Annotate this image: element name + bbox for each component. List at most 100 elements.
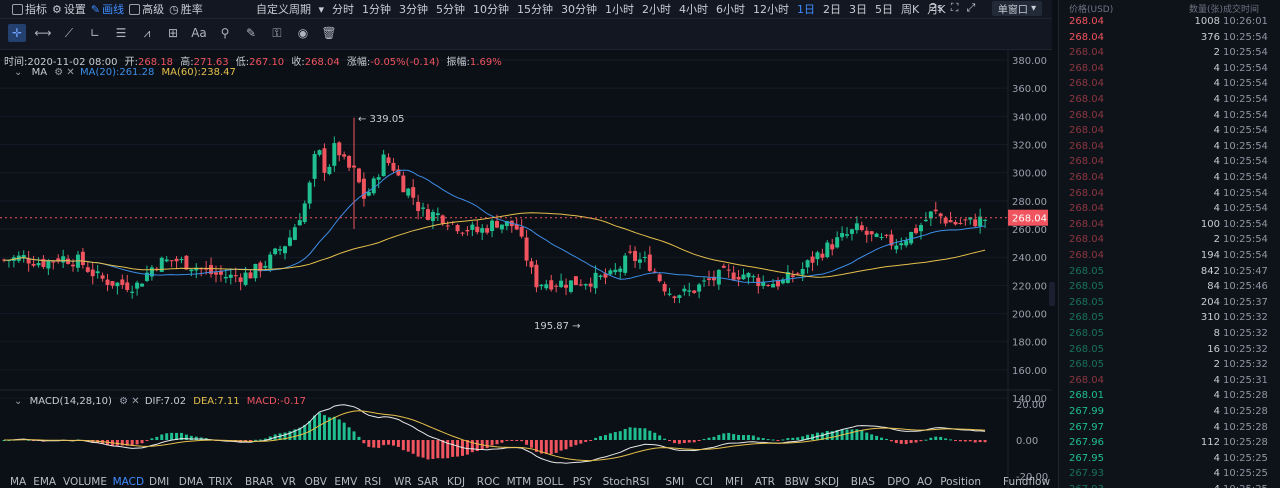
custom-period-dropdown[interactable]: 自定义周期 ▾ (256, 3, 325, 16)
trade-time: 10:25:31 (1223, 374, 1268, 386)
period-3[interactable]: 5分钟 (436, 3, 466, 16)
indicator-tab[interactable]: MACD (113, 476, 144, 488)
indicator-tab[interactable]: RSI (364, 476, 381, 488)
fib-tool-icon[interactable]: ☰ (115, 26, 127, 40)
trade-qty: 4 (1213, 390, 1220, 402)
period-4[interactable]: 10分钟 (473, 3, 510, 16)
toolbar-advanced[interactable]: 高级 (129, 1, 164, 17)
macd-bar (717, 434, 721, 440)
indicator-tab[interactable]: BBW (785, 476, 810, 488)
toolbar-winrate[interactable]: ◷ 胜率 (169, 2, 203, 17)
low-value: 267.10 (249, 57, 285, 68)
angle-tool-icon[interactable]: ∟ (89, 26, 101, 40)
expand-icon[interactable]: ⤢ (966, 1, 976, 14)
candle-body (849, 229, 854, 234)
collapse-icon[interactable]: ⌄ (14, 396, 23, 407)
period-10[interactable]: 6小时 (716, 3, 746, 16)
toolbar-draw[interactable]: ✎ 画线 (90, 2, 125, 17)
period-1[interactable]: 1分钟 (362, 3, 392, 16)
indicator-tab[interactable]: MFI (725, 476, 743, 488)
wave-tool-icon[interactable]: ⩘ (143, 25, 151, 40)
macd-bar (470, 440, 474, 453)
toolbar-settings[interactable]: ⚙ 设置 (52, 2, 86, 17)
indicator-tab[interactable]: SAR (417, 476, 438, 488)
trade-price: 268.04 (1069, 94, 1104, 105)
candle-body (761, 281, 766, 286)
period-11[interactable]: 12小时 (753, 3, 790, 16)
indicator-tab[interactable]: DMI (149, 476, 169, 488)
indicator-tab[interactable]: OBV (305, 476, 328, 488)
indicator-tab[interactable]: Fundflow (1003, 476, 1050, 488)
trade-time: 10:25:28 (1223, 390, 1268, 402)
period-0[interactable]: 分时 (332, 3, 355, 16)
period-17[interactable]: 月K (927, 3, 946, 16)
indicator-tab[interactable]: EMA (33, 476, 57, 488)
indicator-tab[interactable]: AO (917, 476, 932, 488)
close-icon[interactable]: ✕ (131, 396, 140, 407)
indicator-tab[interactable]: ATR (755, 476, 775, 488)
period-15[interactable]: 5日 (875, 3, 894, 16)
period-16[interactable]: 周K (901, 3, 920, 16)
measure-tool-icon[interactable]: ⊞ (167, 26, 179, 40)
indicator-tab[interactable]: VOLUME (63, 476, 107, 488)
indicator-tab[interactable]: MTM (507, 476, 532, 488)
indicator-tab[interactable]: MA (10, 476, 27, 488)
indicator-tab[interactable]: EMV (334, 476, 358, 488)
macd-bar (672, 440, 676, 444)
period-12[interactable]: 1日 (797, 3, 816, 16)
indicator-tab[interactable]: SKDJ (814, 476, 839, 488)
indicator-tab[interactable]: KDJ (447, 476, 465, 488)
indicator-tab[interactable]: DPO (887, 476, 910, 488)
magnet-icon[interactable]: ⚲ (220, 26, 230, 40)
hline-tool-icon[interactable]: ⟷ (34, 26, 52, 40)
collapse-icon[interactable]: ⌄ (14, 67, 23, 78)
window-mode-dropdown[interactable]: 单窗口 ▾ (992, 1, 1042, 16)
pencil-icon[interactable]: ✎ (245, 26, 257, 40)
indicator-tab[interactable]: StochRSI (603, 476, 650, 488)
period-8[interactable]: 2小时 (642, 3, 672, 16)
indicator-tab[interactable]: WR (394, 476, 412, 488)
candle-body (603, 273, 608, 278)
eye-icon[interactable]: ◉ (297, 26, 309, 40)
period-6[interactable]: 30分钟 (561, 3, 598, 16)
macd-bar (648, 430, 652, 440)
trade-row: 268.04 376 10:25:54 (1059, 31, 1280, 47)
indicator-tab[interactable]: CCI (695, 476, 713, 488)
lock-icon[interactable]: ⚿ (272, 25, 282, 40)
period-14[interactable]: 3日 (849, 3, 868, 16)
period-5[interactable]: 15分钟 (517, 3, 554, 16)
refresh-interval[interactable]: 2s (930, 1, 943, 14)
trade-qty: 376 (1200, 31, 1220, 43)
trade-row: 268.05 8 10:25:32 (1059, 327, 1280, 343)
indicator-tab[interactable]: Position (940, 476, 981, 488)
settings-icon[interactable]: ⚙ (54, 67, 64, 78)
toolbar-indicator[interactable]: 指标 (12, 1, 47, 17)
period-9[interactable]: 4小时 (679, 3, 709, 16)
candle-body (697, 284, 702, 292)
panel-resize-handle[interactable] (1049, 282, 1055, 306)
indicator-tab[interactable]: BOLL (536, 476, 563, 488)
indicator-tab[interactable]: DMA (179, 476, 204, 488)
indicator-tab[interactable]: BIAS (851, 476, 875, 488)
indicator-tab[interactable]: PSY (573, 476, 593, 488)
crosshair-tool-icon[interactable]: ✛ (8, 24, 26, 42)
ray-tool-icon[interactable]: ⟋ (64, 25, 74, 40)
candle-body (169, 260, 174, 262)
price-axis-label: 340.00 (1012, 112, 1047, 123)
settings-icon[interactable]: ⚙ (119, 396, 129, 407)
indicator-tab[interactable]: SMI (665, 476, 684, 488)
trash-icon[interactable]: 🗑 (321, 26, 337, 40)
indicator-tab[interactable]: TRIX (208, 476, 233, 488)
indicator-tab[interactable]: BRAR (245, 476, 274, 488)
fullscreen-icon[interactable]: ⛶ (950, 1, 959, 14)
indicator-tab[interactable]: ROC (477, 476, 500, 488)
price-chart[interactable]: 380.00 360.00 340.00 320.00 300.00 280.00 260.… (0, 50, 1052, 488)
period-7[interactable]: 1小时 (605, 3, 635, 16)
text-tool-icon[interactable]: Aa (191, 26, 207, 40)
chart-area[interactable]: 380.00 360.00 340.00 320.00 300.00 280.00 260.… (0, 50, 1052, 488)
period-2[interactable]: 3分钟 (399, 3, 429, 16)
candle-body (963, 219, 968, 221)
close-icon[interactable]: ✕ (66, 67, 75, 78)
indicator-tab[interactable]: VR (281, 476, 295, 488)
period-13[interactable]: 2日 (823, 3, 842, 16)
